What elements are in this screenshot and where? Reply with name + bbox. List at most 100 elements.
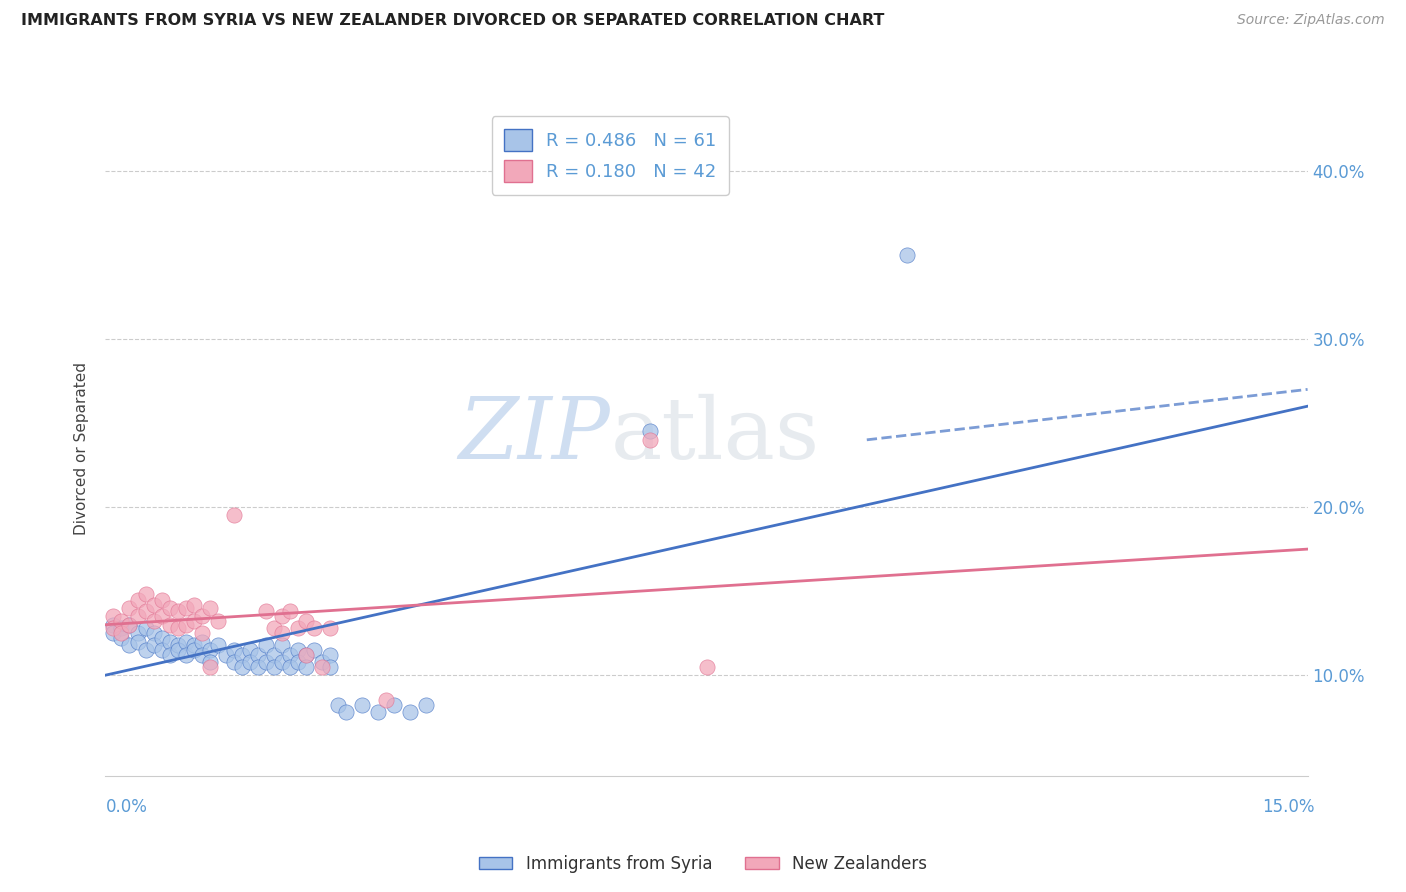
Point: [295, 660, 318, 674]
Point: [103, 626, 125, 640]
Point: [374, 693, 398, 707]
Legend: Immigrants from Syria, New Zealanders: Immigrants from Syria, New Zealanders: [472, 848, 934, 880]
Point: [222, 508, 245, 523]
Point: [135, 621, 157, 635]
Point: [319, 621, 342, 635]
Point: [263, 648, 285, 662]
Point: [350, 698, 373, 713]
Point: [150, 631, 173, 645]
Point: [142, 638, 165, 652]
Point: [287, 643, 309, 657]
Point: [270, 609, 292, 624]
Point: [295, 648, 318, 662]
Point: [254, 604, 277, 618]
Point: [311, 660, 333, 674]
Point: [174, 601, 197, 615]
Point: [415, 698, 437, 713]
Point: [640, 433, 662, 447]
Point: [246, 648, 269, 662]
Point: [118, 617, 141, 632]
Point: [110, 626, 132, 640]
Point: [222, 655, 245, 669]
Point: [127, 634, 149, 648]
Point: [278, 660, 301, 674]
Point: [135, 643, 157, 657]
Legend: R = 0.486   N = 61, R = 0.180   N = 42: R = 0.486 N = 61, R = 0.180 N = 42: [492, 116, 728, 194]
Point: [174, 617, 197, 632]
Point: [263, 621, 285, 635]
Point: [254, 655, 277, 669]
Point: [270, 655, 292, 669]
Point: [278, 648, 301, 662]
Point: [326, 698, 349, 713]
Point: [110, 615, 132, 629]
Point: [214, 648, 236, 662]
Point: [127, 626, 149, 640]
Point: [190, 634, 212, 648]
Y-axis label: Divorced or Separated: Divorced or Separated: [75, 362, 90, 534]
Point: [142, 598, 165, 612]
Point: [302, 643, 325, 657]
Text: 15.0%: 15.0%: [1263, 798, 1315, 816]
Point: [103, 617, 125, 632]
Point: [166, 643, 188, 657]
Point: [696, 660, 718, 674]
Point: [254, 638, 277, 652]
Point: [159, 634, 181, 648]
Point: [295, 615, 318, 629]
Point: [896, 248, 918, 262]
Text: IMMIGRANTS FROM SYRIA VS NEW ZEALANDER DIVORCED OR SEPARATED CORRELATION CHART: IMMIGRANTS FROM SYRIA VS NEW ZEALANDER D…: [21, 13, 884, 29]
Point: [295, 648, 318, 662]
Point: [135, 587, 157, 601]
Point: [166, 604, 188, 618]
Point: [239, 643, 262, 657]
Point: [142, 615, 165, 629]
Point: [270, 638, 292, 652]
Point: [319, 648, 342, 662]
Point: [231, 648, 253, 662]
Point: [103, 609, 125, 624]
Point: [278, 604, 301, 618]
Point: [183, 638, 205, 652]
Point: [174, 648, 197, 662]
Point: [311, 655, 333, 669]
Point: [159, 601, 181, 615]
Point: [183, 643, 205, 657]
Point: [302, 621, 325, 635]
Point: [150, 609, 173, 624]
Point: [382, 698, 405, 713]
Point: [142, 626, 165, 640]
Text: ZIP: ZIP: [458, 393, 610, 476]
Point: [183, 598, 205, 612]
Text: 0.0%: 0.0%: [105, 798, 148, 816]
Point: [190, 648, 212, 662]
Point: [335, 705, 357, 719]
Point: [183, 615, 205, 629]
Point: [222, 643, 245, 657]
Point: [231, 660, 253, 674]
Point: [367, 705, 389, 719]
Point: [270, 626, 292, 640]
Point: [166, 621, 188, 635]
Point: [198, 660, 221, 674]
Point: [135, 604, 157, 618]
Point: [287, 655, 309, 669]
Point: [287, 621, 309, 635]
Text: atlas: atlas: [610, 393, 820, 476]
Point: [640, 425, 662, 439]
Point: [190, 626, 212, 640]
Point: [127, 592, 149, 607]
Point: [319, 660, 342, 674]
Point: [198, 655, 221, 669]
Point: [159, 648, 181, 662]
Point: [190, 609, 212, 624]
Point: [207, 615, 229, 629]
Point: [159, 617, 181, 632]
Point: [150, 592, 173, 607]
Point: [198, 643, 221, 657]
Point: [118, 638, 141, 652]
Point: [399, 705, 422, 719]
Point: [127, 609, 149, 624]
Point: [103, 621, 125, 635]
Point: [150, 643, 173, 657]
